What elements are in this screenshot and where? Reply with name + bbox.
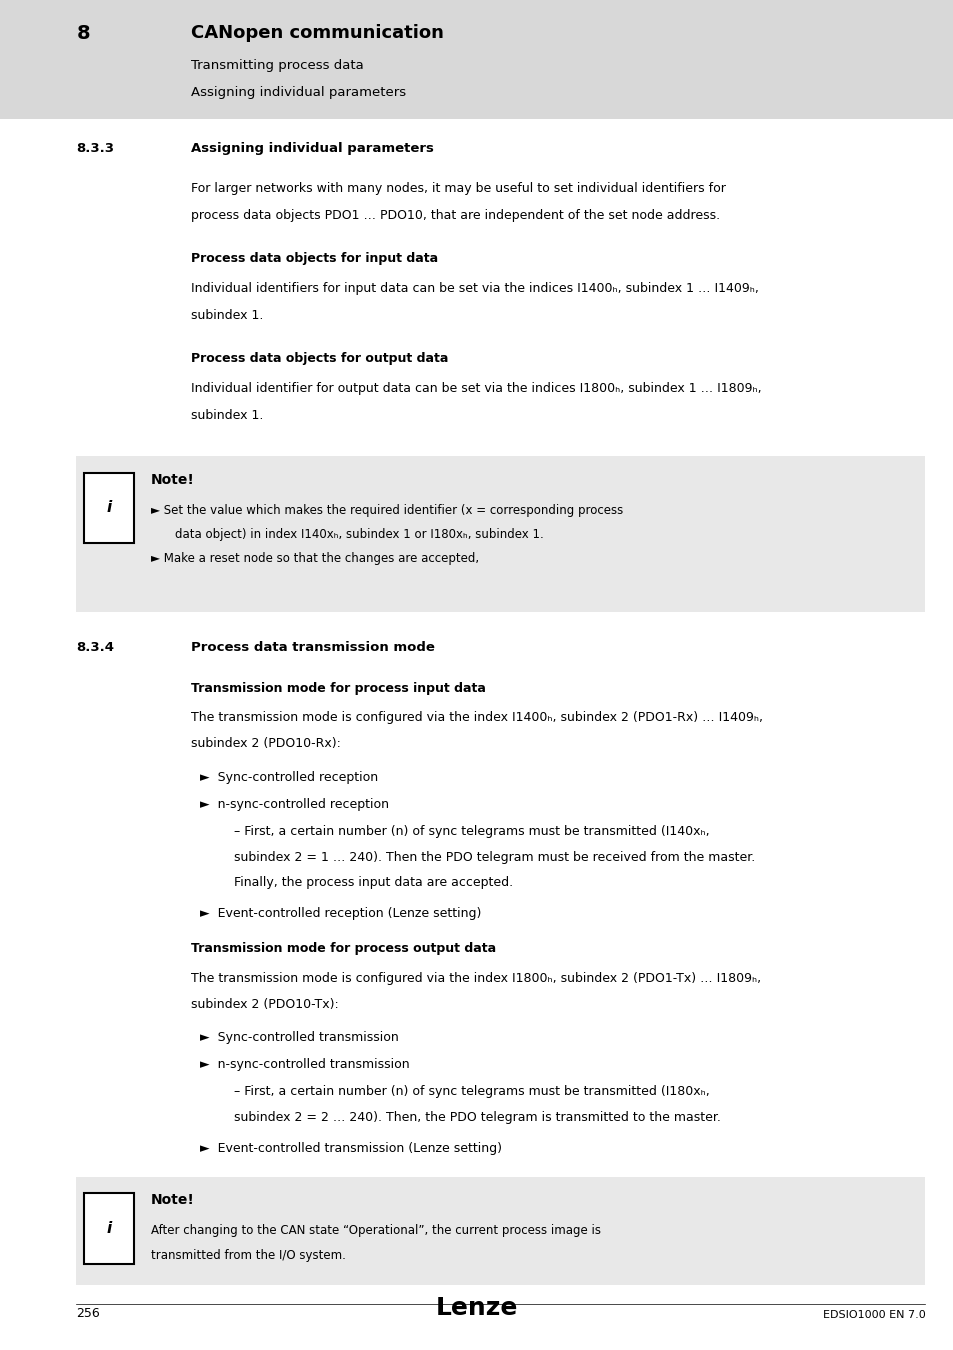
Text: Process data objects for input data: Process data objects for input data xyxy=(191,252,437,266)
Text: 8.3.3: 8.3.3 xyxy=(76,142,114,155)
Text: transmitted from the I/O system.: transmitted from the I/O system. xyxy=(151,1249,345,1262)
Text: The transmission mode is configured via the index I1800ₕ, subindex 2 (PDO1-Tx) …: The transmission mode is configured via … xyxy=(191,972,760,986)
FancyBboxPatch shape xyxy=(0,0,953,119)
Text: 256: 256 xyxy=(76,1307,100,1320)
Text: subindex 2 = 1 … 240). Then the PDO telegram must be received from the master.: subindex 2 = 1 … 240). Then the PDO tele… xyxy=(233,850,754,864)
Text: – First, a certain number (n) of sync telegrams must be transmitted (I140xₕ,: – First, a certain number (n) of sync te… xyxy=(233,825,709,838)
Text: i: i xyxy=(106,500,112,516)
Text: ►  n-sync-controlled transmission: ► n-sync-controlled transmission xyxy=(200,1058,410,1072)
Text: Transmission mode for process output data: Transmission mode for process output dat… xyxy=(191,942,496,956)
Text: process data objects PDO1 … PDO10, that are independent of the set node address.: process data objects PDO1 … PDO10, that … xyxy=(191,209,720,223)
Text: Note!: Note! xyxy=(151,1193,194,1207)
Text: subindex 2 (PDO10-Rx):: subindex 2 (PDO10-Rx): xyxy=(191,737,340,751)
Text: Transmission mode for process input data: Transmission mode for process input data xyxy=(191,682,485,695)
Text: CANopen communication: CANopen communication xyxy=(191,24,443,42)
Text: Assigning individual parameters: Assigning individual parameters xyxy=(191,86,405,100)
Text: subindex 1.: subindex 1. xyxy=(191,409,263,423)
Text: ►  Sync-controlled transmission: ► Sync-controlled transmission xyxy=(200,1031,398,1045)
Text: Finally, the process input data are accepted.: Finally, the process input data are acce… xyxy=(233,876,513,890)
Text: Process data objects for output data: Process data objects for output data xyxy=(191,352,448,366)
Text: 8: 8 xyxy=(76,24,90,43)
FancyBboxPatch shape xyxy=(76,1177,924,1285)
FancyBboxPatch shape xyxy=(76,456,924,612)
Text: subindex 2 (PDO10-Tx):: subindex 2 (PDO10-Tx): xyxy=(191,998,338,1011)
Text: Note!: Note! xyxy=(151,472,194,486)
Text: Assigning individual parameters: Assigning individual parameters xyxy=(191,142,434,155)
Text: ►  n-sync-controlled reception: ► n-sync-controlled reception xyxy=(200,798,389,811)
Text: ►  Event-controlled reception (Lenze setting): ► Event-controlled reception (Lenze sett… xyxy=(200,907,481,921)
Text: data object) in index I140xₕ, subindex 1 or I180xₕ, subindex 1.: data object) in index I140xₕ, subindex 1… xyxy=(174,528,543,541)
Text: The transmission mode is configured via the index I1400ₕ, subindex 2 (PDO1-Rx) …: The transmission mode is configured via … xyxy=(191,711,762,725)
Text: For larger networks with many nodes, it may be useful to set individual identifi: For larger networks with many nodes, it … xyxy=(191,182,725,196)
Text: ►  Event-controlled transmission (Lenze setting): ► Event-controlled transmission (Lenze s… xyxy=(200,1142,502,1156)
Text: i: i xyxy=(106,1220,112,1237)
Text: subindex 2 = 2 … 240). Then, the PDO telegram is transmitted to the master.: subindex 2 = 2 … 240). Then, the PDO tel… xyxy=(233,1111,720,1125)
FancyBboxPatch shape xyxy=(84,472,133,543)
Text: Individual identifiers for input data can be set via the indices I1400ₕ, subinde: Individual identifiers for input data ca… xyxy=(191,282,758,296)
FancyBboxPatch shape xyxy=(84,1193,133,1264)
Text: Individual identifier for output data can be set via the indices I1800ₕ, subinde: Individual identifier for output data ca… xyxy=(191,382,760,396)
Text: Process data transmission mode: Process data transmission mode xyxy=(191,641,435,655)
Text: 8.3.4: 8.3.4 xyxy=(76,641,114,655)
Text: ► Make a reset node so that the changes are accepted,: ► Make a reset node so that the changes … xyxy=(151,552,478,566)
Text: Transmitting process data: Transmitting process data xyxy=(191,59,363,73)
Text: subindex 1.: subindex 1. xyxy=(191,309,263,323)
Text: EDSIO1000 EN 7.0: EDSIO1000 EN 7.0 xyxy=(821,1311,924,1320)
Text: ► Set the value which makes the required identifier (x = corresponding process: ► Set the value which makes the required… xyxy=(151,504,622,517)
Text: – First, a certain number (n) of sync telegrams must be transmitted (I180xₕ,: – First, a certain number (n) of sync te… xyxy=(233,1085,709,1099)
Text: Lenze: Lenze xyxy=(436,1296,517,1320)
Text: ►  Sync-controlled reception: ► Sync-controlled reception xyxy=(200,771,378,784)
Text: After changing to the CAN state “Operational”, the current process image is: After changing to the CAN state “Operati… xyxy=(151,1224,600,1238)
